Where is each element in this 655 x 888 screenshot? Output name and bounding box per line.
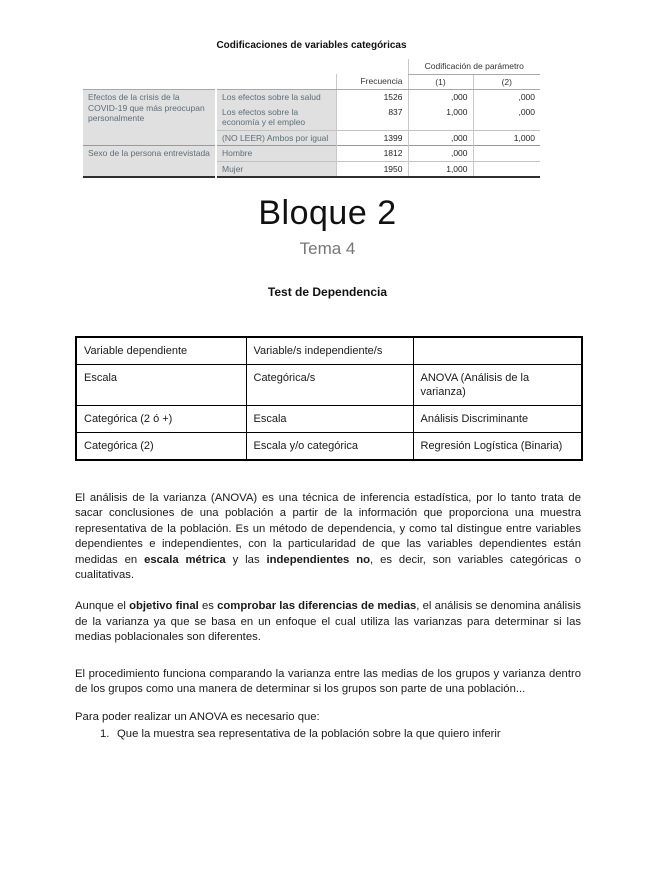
dep-cell: Análisis Discriminante	[412, 405, 583, 433]
spss-header-row: Frecuencia (1) (2)	[83, 74, 541, 90]
param2-value	[472, 145, 541, 161]
frequency-value: 837	[335, 104, 408, 130]
table-row: Sexo de la persona entrevistada Hombre 1…	[83, 145, 541, 177]
list-item: 1. Que la muestra sea representativa de …	[75, 727, 581, 742]
frequency-value: 1812	[335, 145, 408, 161]
table-row: Los efectos sobre la economía y el emple…	[83, 104, 541, 130]
variable-label: Efectos de la crisis de la COVID-19 que …	[83, 89, 217, 146]
dep-cell: Escala	[245, 405, 414, 433]
param1-value: ,000	[407, 129, 473, 146]
spss-header-row-group: Codificación de parámetro	[83, 59, 541, 75]
frequency-value: 1526	[335, 89, 408, 105]
param1-value: ,000	[407, 89, 473, 105]
dep-cell: Regresión Logística (Binaria)	[412, 432, 583, 461]
dep-header-cell	[412, 336, 583, 365]
requirements-list: 1. Que la muestra sea representativa de …	[75, 727, 581, 742]
section-title: Test de Dependencia	[267, 285, 388, 299]
dep-cell: Categórica (2 ó +)	[75, 405, 247, 433]
category-label: (NO LEER) Ambos por igual	[216, 129, 336, 146]
dependence-tests-table: Variable dependiente Variable/s independ…	[75, 336, 583, 461]
param1-value: 1,000	[407, 160, 473, 177]
spss-table-title: Codificaciones de variables categóricas	[216, 40, 407, 51]
param2-value: ,000	[472, 104, 541, 130]
paragraph-procedimiento: El procedimiento funciona comparando la …	[75, 667, 581, 696]
paragraph-anova-intro: El análisis de la varianza (ANOVA) es un…	[75, 492, 581, 582]
category-label: Mujer	[216, 160, 336, 177]
spss-codings-section: Codificaciones de variables categóricas …	[83, 40, 541, 178]
dep-cell: Categórica (2)	[75, 432, 247, 461]
dep-header-cell: Variable/s independiente/s	[245, 336, 414, 365]
param2-value: 1,000	[472, 129, 541, 146]
table-header-row: Variable dependiente Variable/s independ…	[75, 336, 583, 365]
list-item-number: 1.	[100, 727, 110, 740]
table-row: Categórica (2 ó +) Escala Análisis Discr…	[75, 405, 583, 433]
table-row: Escala Categórica/s ANOVA (Análisis de l…	[75, 364, 583, 406]
list-item-text: Que la muestra sea representativa de la …	[117, 727, 501, 740]
param1-value: ,000	[407, 145, 473, 161]
body-text: El análisis de la varianza (ANOVA) es un…	[75, 491, 581, 742]
paragraph-requisitos-intro: Para poder realizar un ANOVA es necesari…	[75, 711, 320, 724]
paragraph-objetivo-final: Aunque el objetivo final es comprobar la…	[75, 600, 582, 644]
dep-cell: Categórica/s	[245, 364, 414, 406]
table-row: (NO LEER) Ambos por igual 1399 ,000 1,00…	[83, 129, 541, 146]
param1-column-header: (1)	[407, 74, 473, 90]
frequency-value: 1950	[335, 160, 408, 177]
spss-codings-table: Codificación de parámetro Frecuencia (1)…	[83, 59, 541, 178]
topic-subtitle: Tema 4	[299, 239, 356, 258]
category-label: Hombre	[216, 145, 336, 161]
param2-value	[472, 160, 541, 177]
variable-label: Sexo de la persona entrevistada	[83, 145, 217, 177]
table-row: Categórica (2) Escala y/o categórica Reg…	[75, 432, 583, 461]
table-row: Mujer 1950 1,000	[83, 160, 541, 177]
frequency-column-header: Frecuencia	[335, 74, 408, 90]
dep-header-cell: Variable dependiente	[75, 336, 247, 365]
dep-cell: ANOVA (Análisis de la varianza)	[412, 364, 583, 406]
table-row: Efectos de la crisis de la COVID-19 que …	[83, 89, 541, 146]
param1-value: 1,000	[407, 104, 473, 130]
param2-column-header: (2)	[472, 74, 541, 90]
category-label: Los efectos sobre la economía y el emple…	[216, 104, 336, 130]
document-page: Codificaciones de variables categóricas …	[0, 40, 655, 888]
dep-cell: Escala y/o categórica	[245, 432, 414, 461]
param2-value: ,000	[472, 89, 541, 105]
frequency-value: 1399	[335, 129, 408, 146]
block-title: Bloque 2	[258, 194, 397, 232]
param-coding-group-header: Codificación de parámetro	[407, 59, 541, 75]
dep-cell: Escala	[75, 364, 247, 406]
category-label: Los efectos sobre la salud	[216, 89, 336, 105]
